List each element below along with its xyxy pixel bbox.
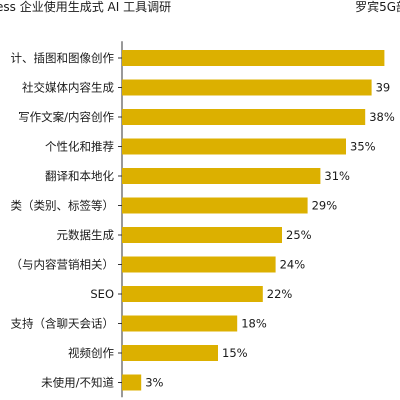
value-label: 39 <box>376 81 391 95</box>
category-label: 未使用/不知道 <box>41 376 114 390</box>
bar <box>122 79 372 96</box>
category-label: 社交媒体内容生成 <box>22 81 114 95</box>
chart-source: 罗宾5G部 <box>355 0 400 14</box>
category-label: 写作文案/内容创作 <box>18 110 114 124</box>
bar <box>122 315 238 332</box>
value-label: 35% <box>350 140 376 154</box>
bar <box>122 345 218 361</box>
bar <box>122 168 321 184</box>
bar <box>122 197 308 214</box>
value-label: 31% <box>324 169 350 183</box>
bar <box>122 374 142 391</box>
bar <box>122 286 263 302</box>
bar <box>122 227 282 243</box>
category-label: 元数据生成 <box>57 228 115 242</box>
category-label: （与内容营销相关） <box>11 258 115 272</box>
category-label: 类（类别、标签等） <box>11 199 115 213</box>
bar <box>122 109 366 125</box>
bar <box>122 138 346 155</box>
bar <box>122 50 385 66</box>
value-label: 38% <box>369 110 395 124</box>
value-label: 15% <box>222 346 248 360</box>
value-label: 18% <box>241 317 267 331</box>
category-label: SEO <box>90 287 114 301</box>
category-label: 计、插图和图像创作 <box>11 51 115 65</box>
bar <box>122 256 276 273</box>
category-label: 视频创作 <box>68 346 114 360</box>
value-label: 3% <box>145 376 163 390</box>
category-label: 支持（含聊天会话） <box>11 317 115 331</box>
value-label: 29% <box>312 199 338 213</box>
category-label: 翻译和本地化 <box>45 169 114 183</box>
category-label: 个性化和推荐 <box>45 140 114 154</box>
value-label: 24% <box>280 258 306 272</box>
chart-title: ess 企业使用生成式 AI 工具调研 <box>0 0 172 14</box>
value-label: 22% <box>267 287 293 301</box>
value-label: 25% <box>286 228 312 242</box>
